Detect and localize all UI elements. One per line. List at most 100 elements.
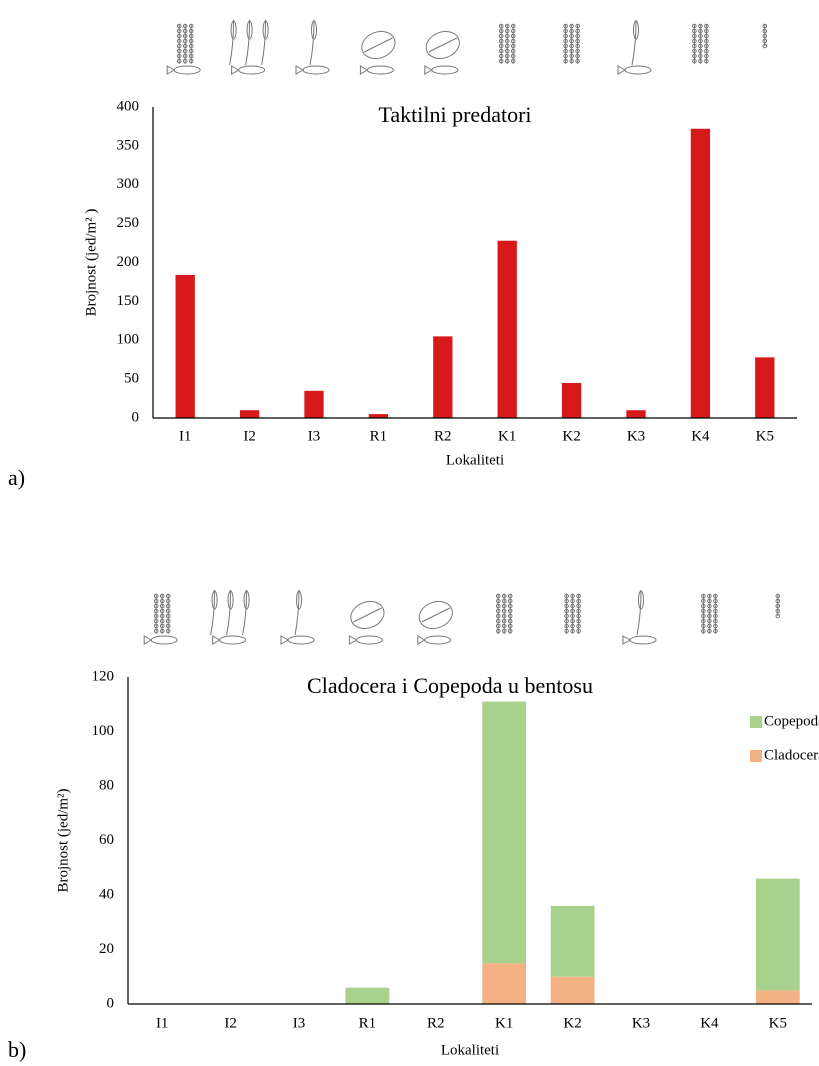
icon: [504, 58, 510, 64]
icon: [575, 23, 580, 29]
icon: [507, 603, 513, 609]
x-tick-label: K1: [495, 1015, 513, 1031]
icon: [495, 613, 501, 619]
icon: [576, 603, 581, 609]
bar: [239, 410, 260, 418]
icon: [707, 628, 712, 634]
icon: [704, 33, 709, 39]
icon: [159, 628, 165, 634]
icon: [701, 593, 706, 599]
x-tick-label: K2: [563, 1015, 581, 1031]
icon: [350, 600, 385, 630]
icon: [165, 613, 171, 619]
icon: [261, 19, 267, 66]
icon: [188, 38, 194, 44]
icon: [211, 590, 218, 610]
icon: [188, 33, 194, 39]
icon: [698, 53, 703, 59]
x-tick-label: I3: [293, 1015, 306, 1031]
icon: [510, 53, 516, 59]
icon: [704, 23, 709, 29]
icon: [507, 598, 513, 604]
icon: [570, 598, 575, 604]
icon: [775, 593, 781, 599]
x-tick-label: R1: [370, 428, 388, 444]
icon: [692, 43, 697, 49]
icon: [563, 23, 568, 29]
icon: [501, 613, 507, 619]
bar: [561, 383, 582, 418]
icon: [569, 33, 574, 39]
icon: [229, 19, 235, 66]
icon: [495, 618, 501, 624]
icon: [707, 603, 712, 609]
icon: [182, 48, 188, 54]
icon: [563, 43, 568, 49]
icon: [245, 19, 251, 66]
icon: [498, 33, 504, 39]
icon: [701, 623, 706, 629]
x-tick-label: R2: [434, 428, 452, 444]
chart-title: Cladocera i Copepoda u bentosu: [307, 673, 593, 698]
icon: [707, 598, 712, 604]
x-tick-label: K2: [562, 428, 580, 444]
icon: [294, 589, 300, 636]
icon: [361, 30, 396, 60]
icon: [576, 598, 581, 604]
icon: [153, 613, 159, 619]
icon: [569, 53, 574, 59]
icon: [504, 33, 510, 39]
icon: [159, 598, 165, 604]
icon: [309, 19, 315, 66]
icon: [417, 635, 426, 645]
y-tick-label: 120: [92, 668, 115, 684]
icon: [510, 48, 516, 54]
icon: [698, 48, 703, 54]
icon: [704, 48, 709, 54]
icon: [762, 28, 768, 34]
y-tick-label: 80: [99, 777, 114, 793]
icon: [631, 19, 637, 66]
icon: [575, 48, 580, 54]
icon: [295, 65, 305, 75]
icon: [188, 23, 194, 29]
icon: [707, 593, 712, 599]
icon: [713, 593, 718, 599]
icon: [153, 608, 159, 614]
icon: [159, 608, 165, 614]
icon: [165, 623, 171, 629]
icon: [576, 628, 581, 634]
icon: [775, 608, 781, 614]
icon: [713, 608, 718, 614]
icon: [495, 623, 501, 629]
y-tick-label: 50: [124, 371, 139, 387]
icon: [704, 58, 709, 64]
icon: [495, 608, 501, 614]
x-tick-label: K3: [632, 1015, 650, 1031]
icon: [359, 65, 369, 75]
x-tick-label: K5: [756, 428, 774, 444]
icon: [563, 28, 568, 34]
icon: [188, 28, 194, 34]
icon: [507, 593, 513, 599]
icon: [617, 65, 627, 75]
icon: [425, 30, 460, 60]
bar-segment: [550, 905, 595, 977]
bar-segment: [482, 701, 527, 964]
icon: [507, 608, 513, 614]
icon: [353, 607, 382, 623]
icon: [182, 58, 188, 64]
icon: [153, 603, 159, 609]
icon: [569, 23, 574, 29]
icon: [495, 593, 501, 599]
icon: [498, 38, 504, 44]
icon: [570, 623, 575, 629]
icon: [692, 23, 697, 29]
icon: [188, 58, 194, 64]
x-axis-label: Lokaliteti: [446, 452, 504, 468]
icon: [629, 635, 657, 645]
icon: [564, 623, 569, 629]
icon: [182, 53, 188, 59]
icon: [153, 628, 159, 634]
bar-segment: [482, 963, 527, 1004]
